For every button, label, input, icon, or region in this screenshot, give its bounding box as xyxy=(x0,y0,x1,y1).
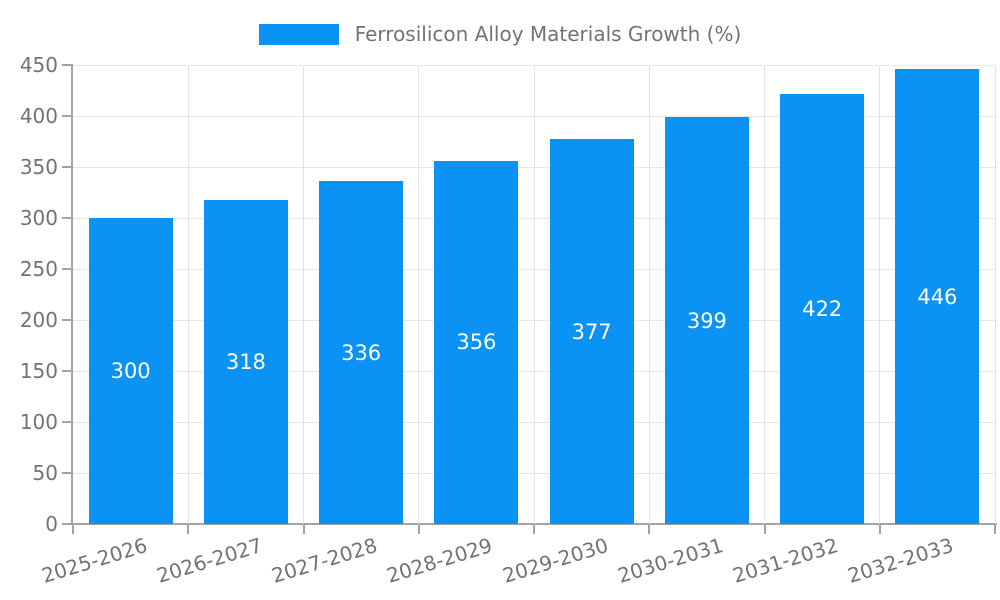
y-tick-label: 400 xyxy=(19,104,58,128)
y-axis-tick xyxy=(62,472,73,474)
bar-2029-2030 xyxy=(549,139,634,524)
legend: Ferrosilicon Alloy Materials Growth (%) xyxy=(0,22,1000,46)
x-axis-tick xyxy=(763,524,766,534)
x-tick-label: 2032-2033 xyxy=(845,533,957,588)
y-axis-tick xyxy=(62,523,73,525)
x-tick-label: 2029-2030 xyxy=(499,533,611,588)
x-tick-label: 2026-2027 xyxy=(153,533,265,588)
bar-value-label: 399 xyxy=(686,308,727,333)
x-tick-label: 2028-2029 xyxy=(384,533,496,588)
x-axis-tick xyxy=(994,524,996,534)
bar-2030-2031 xyxy=(664,117,749,524)
x-tick-label: 2031-2032 xyxy=(729,533,842,588)
y-axis-tick xyxy=(62,319,73,321)
y-axis-line xyxy=(71,65,73,525)
v-gridline xyxy=(533,65,535,524)
y-axis-tick xyxy=(62,166,73,168)
v-gridline xyxy=(648,65,650,524)
x-axis-tick xyxy=(533,524,535,534)
y-axis-tick xyxy=(62,421,73,423)
x-tick-label: 2030-2031 xyxy=(614,533,726,588)
v-gridline xyxy=(303,65,304,524)
x-axis-tick xyxy=(302,524,305,534)
y-tick-label: 100 xyxy=(19,410,58,434)
plot-area xyxy=(73,64,996,524)
bar-value-label: 318 xyxy=(225,349,266,374)
bar-2031-2032 xyxy=(780,93,865,524)
bar-2028-2029 xyxy=(434,160,519,524)
bar-2026-2027 xyxy=(203,199,288,524)
bar-value-label: 300 xyxy=(110,359,151,383)
y-tick-label: 0 xyxy=(45,512,58,536)
v-gridline xyxy=(418,65,420,524)
bar-value-label: 377 xyxy=(571,319,612,344)
x-axis-tick xyxy=(648,524,651,534)
x-axis-tick xyxy=(187,524,190,534)
legend-label: Ferrosilicon Alloy Materials Growth (%) xyxy=(354,22,742,46)
y-axis-tick xyxy=(62,268,73,270)
x-tick-label: 2025-2026 xyxy=(38,533,150,588)
bar-2027-2028 xyxy=(319,181,404,524)
bar-value-label: 446 xyxy=(917,284,958,309)
x-tick-label: 2027-2028 xyxy=(268,533,381,588)
bar-value-label: 422 xyxy=(802,296,843,321)
legend-swatch xyxy=(258,23,339,45)
bar-2025-2026 xyxy=(88,218,173,524)
y-axis-tick xyxy=(62,64,73,66)
x-axis-tick xyxy=(72,524,74,534)
y-axis-tick xyxy=(62,115,73,117)
v-gridline xyxy=(879,65,881,524)
y-tick-label: 250 xyxy=(19,257,58,281)
bar-value-label: 356 xyxy=(456,330,497,355)
y-tick-label: 450 xyxy=(19,53,58,77)
bar-2032-2033 xyxy=(895,69,980,524)
y-tick-label: 200 xyxy=(19,308,58,332)
x-axis-tick xyxy=(417,524,420,534)
v-gridline xyxy=(764,65,765,524)
x-axis-tick xyxy=(878,524,881,534)
y-axis-tick xyxy=(62,217,73,219)
y-axis-tick xyxy=(62,370,73,372)
v-gridline xyxy=(994,65,996,524)
y-tick-label: 50 xyxy=(32,461,58,485)
v-gridline xyxy=(187,65,189,524)
y-tick-label: 150 xyxy=(19,359,58,383)
bar-value-label: 336 xyxy=(341,340,382,365)
y-tick-label: 300 xyxy=(19,206,58,230)
y-tick-label: 350 xyxy=(19,155,58,179)
